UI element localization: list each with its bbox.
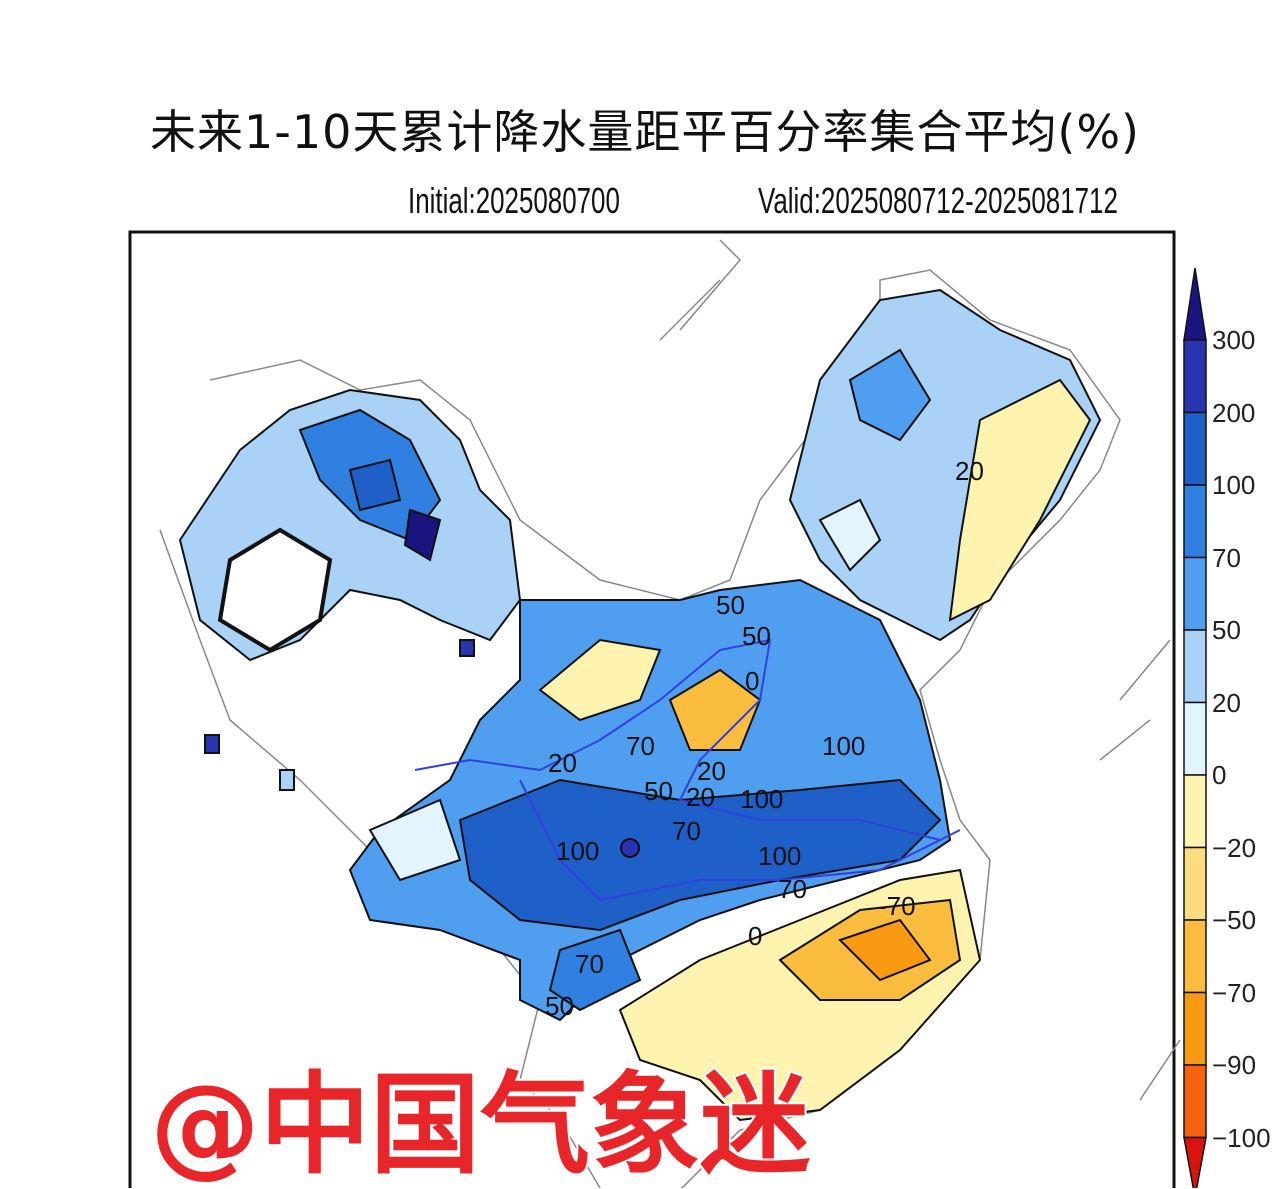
colorbar-label: 100	[1212, 470, 1256, 500]
contour-label: 70	[672, 816, 701, 846]
colorbar-segment	[1183, 701, 1207, 776]
contour-label: 70	[778, 874, 807, 904]
colorbar-segment	[1183, 846, 1207, 921]
colorbar-segment	[1183, 556, 1207, 631]
colorbar-segment	[1183, 339, 1207, 414]
contour-label: -70	[878, 891, 916, 921]
shaded-regions	[178, 288, 1102, 1122]
contour-label: 20	[548, 748, 577, 778]
colorbar-label: 70	[1212, 542, 1241, 573]
colorbar-label: 50	[1212, 615, 1241, 645]
contour-label: 20	[686, 782, 715, 812]
colorbar-segment	[1183, 629, 1207, 704]
colorbar-segment	[1183, 484, 1207, 559]
contour-label: 100	[740, 784, 783, 814]
contour-label: 0	[745, 666, 759, 696]
contour-label: 20	[955, 456, 984, 486]
colorbar-segment	[1183, 1064, 1207, 1139]
colorbar-segment	[1183, 411, 1207, 486]
colorbar-arrow-max	[1183, 267, 1207, 341]
colorbar-segment	[1183, 991, 1207, 1066]
rivers	[414, 638, 961, 902]
contour-label: 100	[822, 731, 865, 761]
colorbar-segment	[1183, 774, 1207, 849]
colorbar-label: 300	[1212, 325, 1256, 355]
contour-label: 100	[556, 836, 599, 866]
colorbar-label: 200	[1212, 397, 1256, 428]
colorbar-label: −20	[1212, 832, 1257, 863]
contour-label: 50	[644, 776, 673, 806]
contour-label: 100	[758, 841, 801, 871]
map-title: 未来1-10天累计降水量距平百分率集合平均(%)	[150, 105, 1140, 159]
contour-label: 50	[742, 621, 771, 651]
colorbar-segment	[1183, 919, 1207, 994]
contour-label: 0	[748, 921, 762, 951]
colorbar-label: −90	[1212, 1050, 1257, 1080]
colorbar-label: −100	[1212, 1122, 1271, 1153]
initial-time: Initial:2025080700	[408, 180, 620, 221]
colorbar-label: −50	[1212, 905, 1257, 935]
colorbar-label: 0	[1212, 760, 1227, 790]
colorbar	[1183, 267, 1207, 1188]
contour-label: 70	[626, 731, 655, 761]
watermark: @中国气象迷	[148, 1061, 812, 1189]
colorbar-arrow-min	[1183, 1136, 1207, 1188]
colorbar-label: 20	[1212, 687, 1241, 718]
contour-label: 20	[697, 756, 726, 786]
contour-labels: 20 50 50 0 70 20 20 100 50 20 100 70 100…	[545, 456, 984, 1021]
colorbar-label: −70	[1212, 977, 1257, 1008]
contour-label: 50	[716, 590, 745, 620]
contour-label: 70	[575, 949, 604, 979]
contour-label: 50	[545, 991, 574, 1021]
valid-period: Valid:2025080712-2025081712	[758, 180, 1118, 221]
